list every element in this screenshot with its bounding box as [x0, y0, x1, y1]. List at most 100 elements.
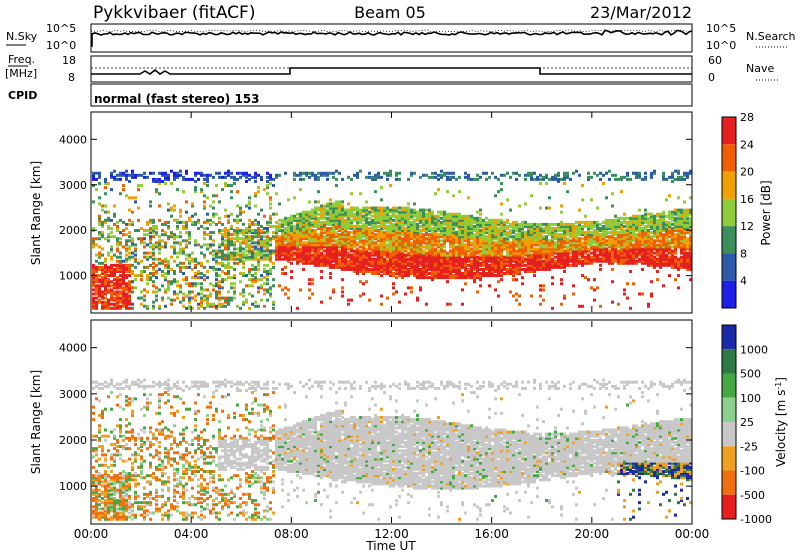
heatmap-cell	[182, 249, 185, 253]
heatmap-cell	[266, 184, 269, 188]
heatmap-cell	[281, 237, 284, 241]
heatmap-cell	[596, 257, 599, 261]
heatmap-cell	[527, 224, 530, 228]
heatmap-cell	[194, 265, 197, 269]
heatmap-cell	[374, 247, 377, 251]
heatmap-cell	[500, 257, 503, 261]
heatmap-cell	[521, 227, 524, 231]
heatmap-cell	[476, 177, 479, 181]
heatmap-cell	[317, 237, 320, 241]
heatmap-cell	[305, 243, 308, 247]
heatmap-cell	[113, 177, 116, 181]
heatmap-cell	[638, 237, 641, 241]
heatmap-cell	[308, 175, 311, 179]
heatmap-cell	[545, 229, 548, 233]
heatmap-cell	[377, 216, 380, 220]
heatmap-cell	[392, 292, 395, 296]
heatmap-cell	[431, 265, 434, 269]
heatmap-cell	[590, 259, 593, 263]
heatmap-cell	[560, 261, 563, 265]
heatmap-cell	[92, 306, 95, 310]
heatmap-cell	[374, 227, 377, 231]
heatmap-cell	[473, 243, 476, 247]
heatmap-cell	[173, 208, 176, 212]
heatmap-cell	[146, 257, 149, 261]
heatmap-cell	[359, 294, 362, 298]
heatmap-cell	[620, 233, 623, 237]
heatmap-cell	[533, 233, 536, 237]
heatmap-cell	[617, 239, 620, 243]
heatmap-cell	[521, 231, 524, 235]
heatmap-cell	[572, 224, 575, 228]
heatmap-cell	[392, 227, 395, 231]
heatmap-cell	[626, 237, 629, 241]
heatmap-cell	[155, 290, 158, 294]
heatmap-cell	[419, 245, 422, 249]
heatmap-cell	[488, 259, 491, 263]
heatmap-cell	[224, 171, 227, 175]
heatmap-cell	[386, 269, 389, 273]
heatmap-cell	[428, 243, 431, 247]
heatmap-cell	[521, 247, 524, 251]
heatmap-cell	[401, 229, 404, 233]
heatmap-cell	[482, 218, 485, 222]
heatmap-cell	[269, 239, 272, 243]
heatmap-cell	[254, 175, 257, 179]
heatmap-cell	[596, 253, 599, 257]
nave-label: Nave	[746, 62, 774, 75]
heatmap-cell	[305, 247, 308, 251]
heatmap-cell	[383, 212, 386, 216]
heatmap-cell	[335, 184, 338, 188]
heatmap-cell	[140, 278, 143, 282]
heatmap-cell	[371, 224, 374, 228]
heatmap-cell	[101, 276, 104, 280]
heatmap-cell	[101, 306, 104, 310]
cpid-value: normal (fast stereo) 153	[94, 92, 260, 106]
heatmap-cell	[281, 220, 284, 224]
heatmap-cell	[461, 222, 464, 226]
heatmap-cell	[227, 272, 230, 276]
heatmap-cell	[137, 237, 140, 241]
heatmap-cell	[308, 171, 311, 175]
heatmap-cell	[578, 222, 581, 226]
heatmap-cell	[572, 284, 575, 288]
heatmap-cell	[530, 249, 533, 253]
heatmap-cell	[308, 220, 311, 224]
heatmap-cell	[395, 208, 398, 212]
heatmap-cell	[365, 267, 368, 271]
heatmap-cell	[575, 231, 578, 235]
heatmap-cell	[266, 175, 269, 179]
heatmap-cell	[302, 227, 305, 231]
heatmap-cell	[443, 173, 446, 177]
heatmap-cell	[491, 171, 494, 175]
heatmap-cell	[371, 208, 374, 212]
heatmap-cell	[119, 265, 122, 269]
heatmap-cell	[563, 233, 566, 237]
heatmap-cell	[422, 214, 425, 218]
heatmap-cell	[512, 171, 515, 175]
heatmap-cell	[551, 237, 554, 241]
heatmap-cell	[518, 227, 521, 231]
heatmap-cell	[254, 245, 257, 249]
heatmap-cell	[557, 233, 560, 237]
heatmap-cell	[176, 227, 179, 231]
heatmap-cell	[617, 224, 620, 228]
heatmap-cell	[431, 276, 434, 280]
heatmap-cell	[440, 169, 443, 173]
heatmap-cell	[596, 245, 599, 249]
heatmap-cell	[608, 237, 611, 241]
heatmap-cell	[362, 251, 365, 255]
heatmap-cell	[164, 265, 167, 269]
heatmap-cell	[593, 220, 596, 224]
heatmap-cell	[608, 218, 611, 222]
heatmap-cell	[131, 175, 134, 179]
heatmap-cell	[635, 259, 638, 263]
heatmap-cell	[452, 255, 455, 259]
heatmap-cell	[236, 235, 239, 239]
heatmap-cell	[341, 224, 344, 228]
heatmap-cell	[158, 306, 161, 310]
heatmap-cell	[416, 249, 419, 253]
heatmap-cell	[95, 280, 98, 284]
heatmap-cell	[314, 216, 317, 220]
heatmap-cell	[140, 237, 143, 241]
